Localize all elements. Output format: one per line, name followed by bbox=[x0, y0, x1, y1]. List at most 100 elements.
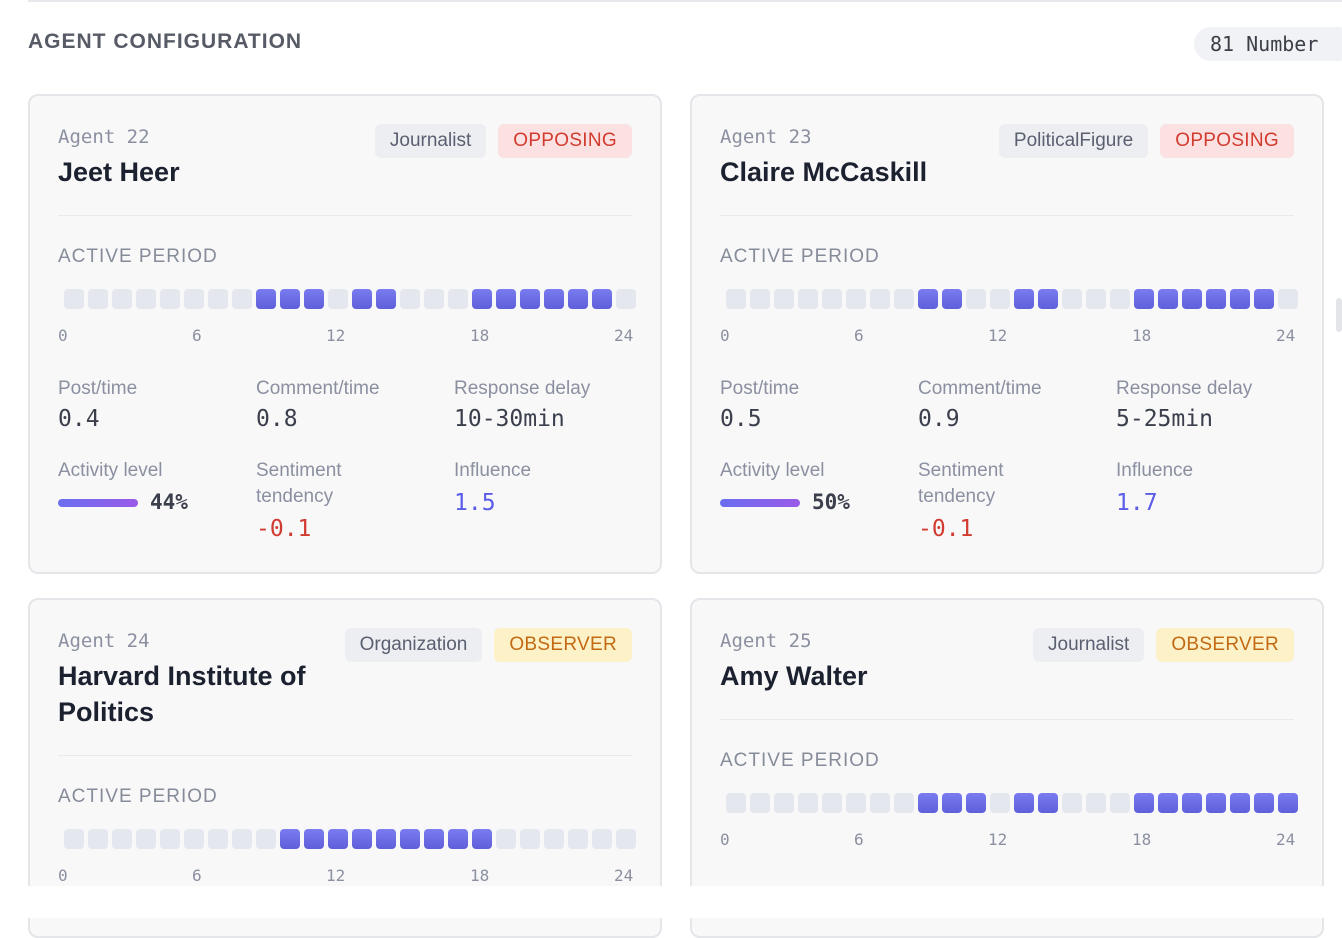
hour-slot-inactive bbox=[208, 289, 228, 309]
hour-slot-inactive bbox=[870, 289, 890, 309]
influence-label: Influence bbox=[454, 460, 532, 481]
axis-tick-0: 0 bbox=[58, 326, 68, 345]
hour-slot-active bbox=[1182, 289, 1202, 309]
hour-slot-inactive bbox=[726, 793, 746, 813]
hour-slot-inactive bbox=[88, 829, 108, 849]
hour-slot-inactive bbox=[1062, 289, 1082, 309]
hour-slot-active bbox=[1278, 793, 1298, 813]
stance-badge: OBSERVER bbox=[494, 628, 632, 662]
hour-slot-inactive bbox=[232, 289, 252, 309]
hour-slot-inactive bbox=[798, 289, 818, 309]
agent-card[interactable]: Agent 24 Harvard Institute of Politics O… bbox=[28, 598, 662, 938]
hour-slot-active bbox=[1230, 289, 1250, 309]
hour-slot-active bbox=[304, 289, 324, 309]
hour-slot-inactive bbox=[846, 289, 866, 309]
active-period-label: ACTIVE PERIOD bbox=[720, 246, 880, 267]
hour-slot-inactive bbox=[616, 829, 636, 849]
agent-type-tag: PoliticalFigure bbox=[998, 124, 1149, 158]
hour-slot-inactive bbox=[798, 793, 818, 813]
hour-slot-inactive bbox=[520, 829, 540, 849]
card-divider bbox=[720, 719, 1294, 720]
card-divider bbox=[720, 215, 1294, 216]
comment-value: 0.9 bbox=[918, 406, 960, 432]
activity-bar bbox=[720, 499, 800, 507]
hour-slot-active bbox=[496, 289, 516, 309]
agent-type-tag: Organization bbox=[344, 628, 483, 662]
hour-slot-active bbox=[1014, 289, 1034, 309]
hour-slot-active bbox=[1038, 289, 1058, 309]
agent-type-tag: Journalist bbox=[374, 124, 487, 158]
hour-slot-active bbox=[376, 289, 396, 309]
hour-slot-inactive bbox=[112, 289, 132, 309]
agent-id: Agent 23 bbox=[720, 126, 812, 148]
stance-badge: OBSERVER bbox=[1156, 628, 1294, 662]
hour-slot-inactive bbox=[1110, 289, 1130, 309]
hour-slot-active bbox=[918, 793, 938, 813]
hour-slot-inactive bbox=[1110, 793, 1130, 813]
hour-slot-inactive bbox=[966, 289, 986, 309]
agent-name: Jeet Heer bbox=[58, 157, 180, 187]
hour-slot-inactive bbox=[448, 289, 468, 309]
hour-slot-inactive bbox=[208, 829, 228, 849]
hour-slot-active bbox=[304, 829, 324, 849]
hour-slot-inactive bbox=[774, 289, 794, 309]
hour-slot-active bbox=[328, 829, 348, 849]
post-value: 0.4 bbox=[58, 406, 100, 432]
hour-slot-active bbox=[942, 289, 962, 309]
axis-tick-24: 24 bbox=[614, 326, 634, 345]
hour-slot-inactive bbox=[136, 829, 156, 849]
hour-slot-active bbox=[352, 289, 372, 309]
axis-tick-0: 0 bbox=[720, 326, 730, 345]
hour-slot-inactive bbox=[990, 289, 1010, 309]
hour-slot-active bbox=[942, 793, 962, 813]
hour-slot-inactive bbox=[184, 289, 204, 309]
hour-slot-inactive bbox=[870, 793, 890, 813]
axis-tick-18: 18 bbox=[470, 326, 490, 345]
hour-slot-active bbox=[256, 289, 276, 309]
agent-name: Amy Walter bbox=[720, 661, 868, 691]
axis-tick-24: 24 bbox=[1276, 830, 1296, 849]
activity-value: 50% bbox=[812, 490, 850, 514]
hour-slot-inactive bbox=[88, 289, 108, 309]
sentiment-label: Sentiment tendency bbox=[256, 460, 342, 507]
hour-slot-inactive bbox=[568, 829, 588, 849]
delay-value: 10-30min bbox=[454, 406, 565, 432]
hour-slot-active bbox=[400, 829, 420, 849]
hour-slot-inactive bbox=[822, 289, 842, 309]
agent-card[interactable]: Agent 23 Claire McCaskill PoliticalFigur… bbox=[690, 94, 1324, 574]
hour-slot-active bbox=[1038, 793, 1058, 813]
agent-id: Agent 22 bbox=[58, 126, 150, 148]
hour-slot-inactive bbox=[136, 289, 156, 309]
agent-card[interactable]: Agent 22 Jeet Heer Journalist OPPOSING A… bbox=[28, 94, 662, 574]
active-hours-strip bbox=[64, 289, 636, 309]
viewport-bottom-edge bbox=[0, 886, 1342, 918]
hour-slot-active bbox=[1182, 793, 1202, 813]
hour-slot-inactive bbox=[232, 829, 252, 849]
scrollbar-thumb[interactable] bbox=[1336, 298, 1342, 332]
hour-slot-inactive bbox=[64, 829, 84, 849]
post-value: 0.5 bbox=[720, 406, 762, 432]
post-label: Post/time bbox=[58, 378, 138, 399]
axis-tick-24: 24 bbox=[1276, 326, 1296, 345]
agent-type-tag: Journalist bbox=[1033, 628, 1145, 662]
active-hours-strip bbox=[726, 289, 1298, 309]
hour-slot-active bbox=[280, 289, 300, 309]
axis-tick-18: 18 bbox=[470, 866, 490, 885]
hour-slot-active bbox=[352, 829, 372, 849]
hour-slot-active bbox=[280, 829, 300, 849]
hour-slot-active bbox=[1158, 793, 1178, 813]
hour-slot-inactive bbox=[1086, 793, 1106, 813]
card-divider bbox=[58, 215, 632, 216]
hour-slot-inactive bbox=[160, 289, 180, 309]
hour-slot-active bbox=[1134, 289, 1154, 309]
hour-slot-active bbox=[1254, 289, 1274, 309]
agent-card[interactable]: Agent 25 Amy Walter Journalist OBSERVER … bbox=[690, 598, 1324, 938]
axis-tick-18: 18 bbox=[1132, 830, 1152, 849]
hour-slot-active bbox=[1206, 289, 1226, 309]
hour-slot-inactive bbox=[990, 793, 1010, 813]
hour-slot-inactive bbox=[400, 289, 420, 309]
axis-tick-12: 12 bbox=[988, 830, 1008, 849]
hour-slot-active bbox=[376, 829, 396, 849]
axis-tick-6: 6 bbox=[854, 830, 864, 849]
post-label: Post/time bbox=[720, 378, 800, 399]
